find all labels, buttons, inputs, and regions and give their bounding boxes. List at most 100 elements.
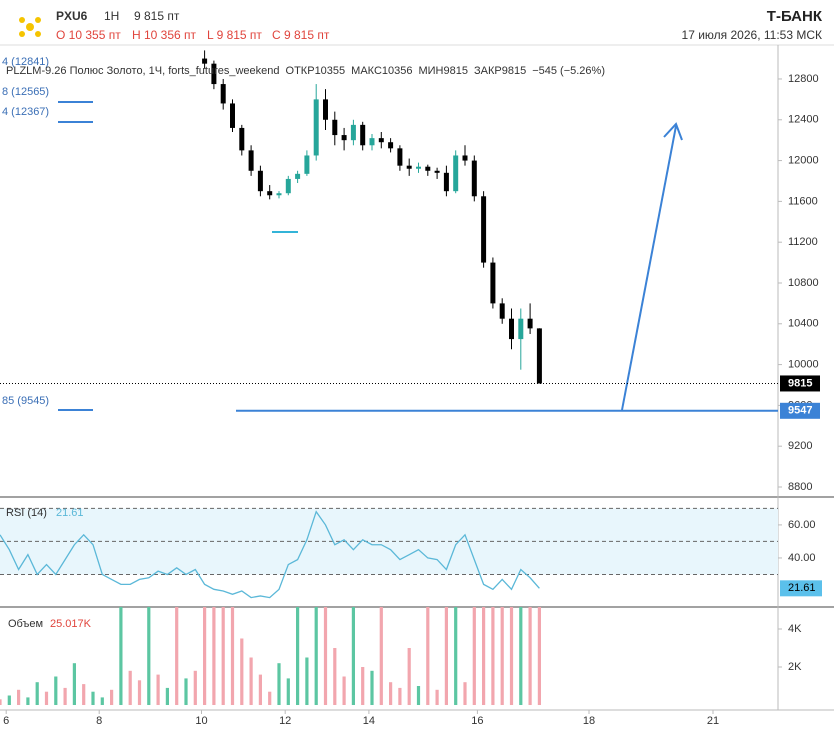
candle-body: [285, 178, 291, 194]
candle-body: [267, 191, 273, 196]
candle-body: [425, 166, 431, 171]
volume-bar: [407, 648, 411, 706]
candle-body: [481, 196, 487, 263]
volume-bar: [426, 607, 430, 706]
candle-body: [323, 99, 328, 120]
volume-bar: [379, 607, 383, 706]
y-tick-label: 4K: [788, 623, 802, 635]
volume-bar: [54, 676, 58, 706]
low: L 9 815 пт: [207, 28, 262, 42]
volume-bar: [296, 607, 300, 706]
candle-body: [471, 160, 477, 197]
x-tick-label: 14: [363, 715, 375, 727]
candle-body: [313, 99, 319, 156]
rsi-line: [0, 510, 540, 599]
info-item: 10356: [382, 65, 413, 77]
volume-bar: [323, 607, 328, 706]
volume-bar: [7, 695, 11, 706]
volume-bar: [361, 667, 365, 706]
volume-bar: [389, 682, 393, 706]
candle-body: [202, 58, 208, 64]
info-item: ОТКР: [286, 65, 315, 77]
volume-bar: [509, 607, 514, 706]
volume-bar: [203, 607, 207, 706]
volume-bar: [137, 680, 142, 706]
x-tick-label: 16: [471, 715, 483, 727]
volume-bar: [249, 657, 253, 706]
volume-bar: [342, 676, 346, 706]
volume-bar: [314, 607, 318, 706]
x-tick-label: 21: [707, 715, 719, 727]
volume-bar: [0, 699, 2, 706]
volume-bar: [165, 687, 169, 706]
volume-bar: [17, 689, 21, 706]
volume-bar: [537, 607, 541, 706]
rsi-current: 21.61: [788, 582, 816, 594]
y-tick-label: 11600: [788, 195, 818, 207]
candle-body: [369, 138, 375, 146]
y-tick-label: 12800: [788, 73, 819, 85]
panel-value: 25.017K: [50, 618, 92, 630]
volume-bar: [398, 687, 402, 706]
candle-body: [295, 173, 301, 179]
info-item: PLZLM-9.26 Полюс Золото, 1Ч, forts_futur…: [6, 65, 280, 77]
volume-bar: [44, 691, 49, 706]
level-label: 85 (9545): [2, 395, 49, 407]
info-item: МИН: [418, 65, 443, 77]
close: C 9 815 пт: [272, 28, 330, 42]
level-label: 4 (12367): [2, 106, 49, 118]
brand: Т-БАНК: [767, 8, 823, 25]
y-tick-label: 2K: [788, 661, 802, 673]
datetime: 17 июля 2026, 11:53 МСК: [682, 28, 822, 42]
volume-bar: [212, 607, 216, 706]
volume-bar: [286, 678, 290, 706]
candle-body: [434, 170, 440, 173]
plot-area: [0, 607, 541, 706]
x-tick-label: 10: [195, 715, 207, 727]
info-item: 10355: [315, 65, 346, 77]
volume-bar: [35, 682, 39, 706]
volume-bar: [482, 607, 486, 706]
candle-body: [211, 63, 217, 85]
interval: 1H: [104, 9, 119, 23]
candle-body: [499, 303, 505, 319]
volume-bar: [221, 607, 225, 706]
candle-body: [239, 127, 245, 151]
x-tick-label: 6: [3, 715, 9, 727]
candle-body: [248, 150, 254, 171]
candle-body: [443, 172, 449, 192]
level-label: 8 (12565): [2, 86, 49, 98]
level-box: [780, 402, 820, 419]
volume-bar: [444, 607, 448, 706]
candle-body: [276, 193, 282, 196]
y-tick-label: 60.00: [788, 519, 816, 531]
info-item: 9815: [502, 65, 526, 77]
level-label: 4 (12841): [2, 56, 49, 68]
candle-body: [397, 148, 403, 166]
last-price-box: [780, 375, 820, 392]
logo: [19, 17, 41, 37]
y-tick-label: 12400: [788, 114, 819, 126]
last-price-label: 9815: [788, 377, 812, 389]
volume-bar: [435, 689, 439, 706]
candle-body: [360, 124, 366, 146]
volume-bar: [156, 674, 160, 706]
high: H 10 356 пт: [132, 28, 197, 42]
info-item: 9815: [444, 65, 468, 77]
volume-bar: [128, 670, 132, 706]
volume-bar: [91, 691, 95, 706]
candle-body: [341, 135, 347, 141]
level-marks: [58, 101, 298, 411]
info-item: МАКС: [351, 65, 382, 77]
panel-title: RSI (14): [6, 507, 47, 519]
x-tick-label: 8: [96, 715, 102, 727]
volume-bar: [268, 691, 272, 706]
candle-body: [416, 166, 421, 169]
info-line: PLZLM-9.26 Полюс Золото, 1Ч, forts_futur…: [6, 65, 605, 77]
y-tick-label: 11200: [788, 236, 818, 248]
volume-bar: [193, 670, 197, 706]
y-tick-label: 8800: [788, 481, 812, 493]
candle-body: [490, 262, 496, 304]
y-tick-label: 10000: [788, 358, 819, 370]
